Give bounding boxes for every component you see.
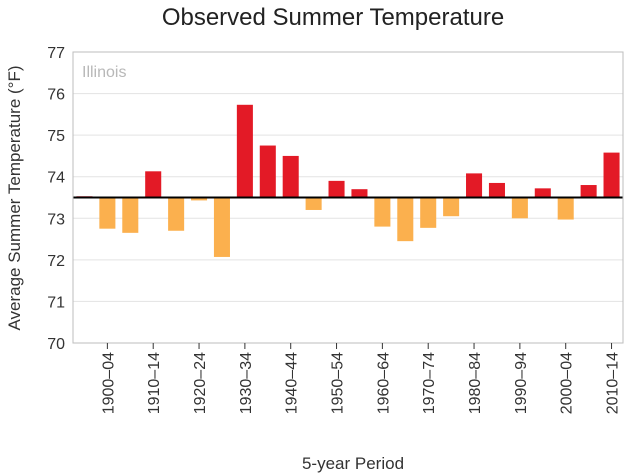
x-tick-label: 1990–94 [513,352,530,414]
y-tick-labels: 70 71 72 73 74 75 76 77 [47,45,65,353]
bar-10 [282,155,299,198]
bar-8 [236,104,253,198]
bar-22 [557,197,574,220]
y-tick-label: 77 [47,45,65,62]
y-tick-label: 76 [47,87,65,104]
x-tick-label: 1900–04 [100,352,117,414]
x-tick-label: 1950–54 [330,352,347,414]
bar-5 [168,197,185,231]
bar-11 [305,197,322,210]
bar-24 [603,152,620,198]
x-tick-label: 1930–34 [238,352,255,414]
bar-18 [466,173,483,198]
bar-17 [443,197,460,217]
bar-20 [511,197,528,219]
bar-2 [99,197,116,229]
y-tick-label: 70 [47,336,65,353]
y-tick-label: 74 [47,170,65,187]
x-tick-label: 1940–44 [284,352,301,414]
x-tick-label: 1960–64 [375,352,392,414]
bar-15 [397,197,414,242]
x-tick-labels: 1900–04 1910–14 1920–24 1930–34 1940–44 1950–… [100,343,622,414]
bar-4 [145,171,162,198]
bar-6 [191,197,208,201]
bar-19 [488,182,505,198]
chart-title: Observed Summer Temperature [162,4,504,31]
bar-7 [213,197,230,257]
gridlines [73,51,623,344]
x-tick-label: 2010–14 [605,352,622,414]
y-tick-label: 73 [47,211,65,228]
y-tick-label: 72 [47,253,65,270]
bar-23 [580,185,597,198]
bar-12 [328,180,345,198]
region-annotation: Illinois [82,64,126,81]
x-axis-label: 5-year Period [302,454,404,473]
bar-21 [534,188,551,198]
bar-13 [351,189,368,198]
bars [76,104,620,257]
y-tick-label: 71 [47,294,65,311]
y-axis-label: Average Summer Temperature (°F) [5,65,24,330]
bar-14 [374,197,391,227]
bar-3 [122,197,139,233]
x-tick-label: 1920–24 [192,352,209,414]
y-tick-label: 75 [47,128,65,145]
plot-frame [72,51,624,344]
x-tick-label: 1970–74 [421,352,438,414]
bar-9 [259,145,276,198]
x-tick-label: 1980–84 [467,352,484,414]
x-tick-label: 1910–14 [146,352,163,414]
x-tick-label: 2000–04 [559,352,576,414]
bar-16 [420,197,437,228]
